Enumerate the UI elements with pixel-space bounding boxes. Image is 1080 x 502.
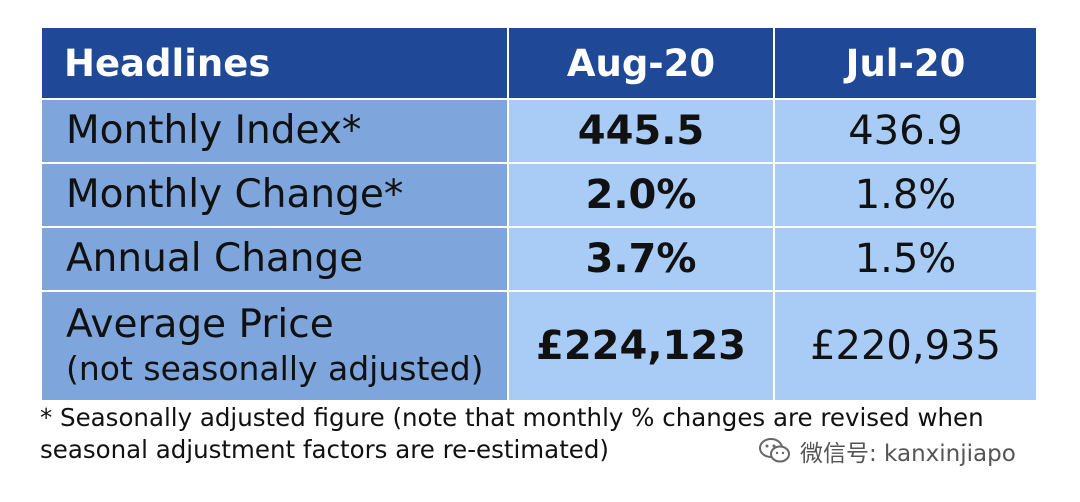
header-headlines: Headlines — [40, 26, 509, 100]
value-jul-annual-change: 1.5% — [773, 226, 1038, 292]
value-aug-monthly-change: 2.0% — [507, 162, 775, 228]
value-jul-monthly-change: 1.8% — [773, 162, 1038, 228]
average-price-label: Average Price — [66, 302, 334, 348]
row-label-monthly-change: Monthly Change* — [40, 162, 509, 228]
value-aug-average-price: £224,123 — [507, 290, 775, 402]
value-aug-annual-change: 3.7% — [507, 226, 775, 292]
table-header-row: Headlines Aug-20 Jul-20 — [40, 26, 1038, 100]
headlines-table-container: Headlines Aug-20 Jul-20 Monthly Index* 4… — [40, 26, 1038, 402]
value-jul-average-price: £220,935 — [773, 290, 1038, 402]
value-jul-monthly-index: 436.9 — [773, 98, 1038, 164]
table-row: Monthly Index* 445.5 436.9 — [40, 98, 1038, 164]
row-label-annual-change: Annual Change — [40, 226, 509, 292]
headlines-table: Headlines Aug-20 Jul-20 Monthly Index* 4… — [40, 26, 1038, 402]
row-label-average-price: Average Price (not seasonally adjusted) — [40, 290, 509, 402]
wechat-icon — [759, 438, 790, 463]
watermark: 微信号: kanxinjiapo — [758, 434, 1020, 468]
footnote: * Seasonally adjusted figure (note that … — [40, 403, 984, 465]
row-label-monthly-index: Monthly Index* — [40, 98, 509, 164]
table-row: Average Price (not seasonally adjusted) … — [40, 290, 1038, 402]
header-jul-20: Jul-20 — [773, 26, 1038, 100]
table-row: Annual Change 3.7% 1.5% — [40, 226, 1038, 292]
average-price-sublabel: (not seasonally adjusted) — [66, 349, 484, 389]
watermark-text: 微信号: kanxinjiapo — [800, 441, 1016, 467]
header-aug-20: Aug-20 — [507, 26, 775, 100]
value-aug-monthly-index: 445.5 — [507, 98, 775, 164]
table-row: Monthly Change* 2.0% 1.8% — [40, 162, 1038, 228]
